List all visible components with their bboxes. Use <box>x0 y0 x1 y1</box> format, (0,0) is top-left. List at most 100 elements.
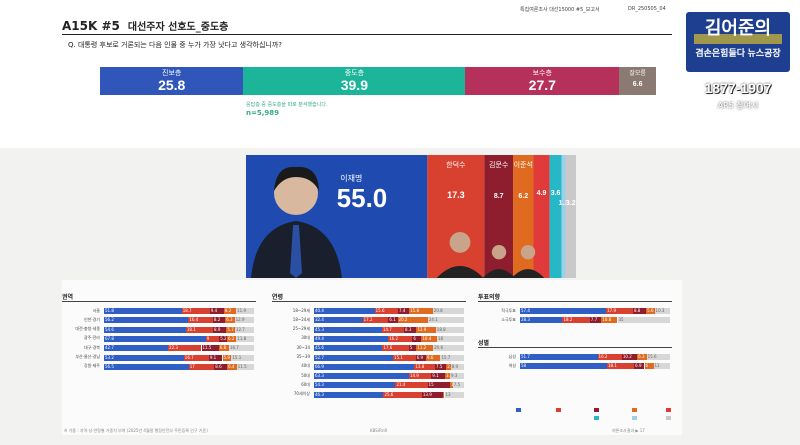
crosstab-segment: 18.1 <box>185 326 214 333</box>
panel-rule <box>272 301 466 302</box>
row-label: 부산·울산·경남 <box>75 354 100 359</box>
crosstab-segment: 12.9 <box>416 326 436 333</box>
crosstab-segment: 45.6 <box>314 345 383 352</box>
ideology-segment: 보수층 27.7 <box>465 67 620 95</box>
crosstab-segment: 6.1 <box>388 317 398 324</box>
slide-title: A15K #5 대선주자 선호도_중도층 <box>62 19 229 33</box>
crosstab-segment: 2.9 <box>446 363 451 370</box>
crosstab-segment: 16.4 <box>188 317 213 324</box>
candidate-value: 1.2 <box>559 200 569 207</box>
legend-swatch <box>666 416 671 420</box>
crosstab-segment: 18.7 <box>181 308 210 314</box>
footer-note: ※ 가중 : 지역·성·연령별 가중치 부여 (2025년 4월말 행정안전부 … <box>64 428 208 433</box>
crosstab-segment: 67.8 <box>104 335 206 342</box>
crosstab-segment: 11.2 <box>416 345 434 352</box>
crosstab-segment: 45.3 <box>314 326 382 333</box>
broadcast-logo: 김어준의 겸손은힘들다 뉴스공장 <box>686 12 790 72</box>
ideology-segment-label: 잘모름 <box>629 71 646 77</box>
crosstab-segment: 56.5 <box>104 363 189 370</box>
row-label: 소극투표 <box>501 316 516 322</box>
crosstab-segment: 9.4 <box>209 308 224 314</box>
candidate-value: 3.6 <box>551 190 561 197</box>
legend-swatch <box>666 408 671 412</box>
crosstab-segment: 11.9 <box>236 308 254 314</box>
crosstab-segment: 17.9 <box>606 308 633 314</box>
question-text: Q. 대통령 후보로 거론되는 다음 인물 중 누가 가장 낫다고 생각하십니까… <box>68 41 283 49</box>
candidate-value: 6.2 <box>518 193 528 200</box>
crosstab-segment: 9 <box>205 335 220 342</box>
crosstab-segment: 16.2 <box>388 335 413 342</box>
crosstab-segment: 8.2 <box>223 308 237 314</box>
legend-swatch <box>594 408 599 412</box>
crosstab-segment: 56.2 <box>104 317 189 324</box>
sample-size: n=5,989 <box>246 109 279 117</box>
crosstab-segment: 25.6 <box>383 391 422 398</box>
crosstab-segment: 3.4 <box>444 373 451 380</box>
row-label: 30대 <box>301 335 310 341</box>
logo-line1: 김어준의 <box>704 18 772 38</box>
ars-label: ARS 참여시 <box>717 101 759 110</box>
row-label: 강원·제주 <box>84 363 100 369</box>
candidate-column <box>484 155 514 278</box>
crosstab-segment: 54.3 <box>314 382 396 389</box>
candidate-column <box>533 155 550 278</box>
legend-swatch <box>632 416 637 420</box>
crosstab-segment: 11.5 <box>236 363 254 370</box>
crosstab-segment: 5.6 <box>646 308 655 314</box>
legend-swatch <box>516 408 521 412</box>
row-label: 25~29세 <box>292 326 310 332</box>
crosstab-segment: 5.2 <box>219 335 227 342</box>
crosstab-segment: 17.2 <box>362 317 389 324</box>
header-rule <box>62 34 672 35</box>
candidate-value: 55.0 <box>337 183 388 213</box>
row-label: 70세이상 <box>293 391 310 397</box>
row-label: 60대 <box>301 381 310 387</box>
crosstab-segment: 51.7 <box>520 354 598 360</box>
crosstab-segment: 15.6 <box>374 308 398 314</box>
ideology-segment-label: 중도층 <box>344 70 365 77</box>
phone-number: 1877-1907 <box>704 80 772 96</box>
crosstab-segment: 15.6 <box>646 354 670 360</box>
crosstab-segment: 15 <box>427 382 451 389</box>
crosstab-segment: 28.3 <box>520 317 563 324</box>
crosstab-segment: 18 <box>437 335 464 342</box>
meta-right: DR_250505_04 <box>628 6 666 12</box>
crosstab-segment: 15.8 <box>409 308 433 314</box>
crosstab-segment: 7.4 <box>398 308 410 314</box>
crosstab-segment: 10.3 <box>654 308 670 314</box>
candidate-column <box>513 155 534 278</box>
footer-source: KBS/RnR <box>370 428 388 433</box>
crosstab-segment: 5.7 <box>226 326 235 333</box>
ideology-segment-value: 39.9 <box>340 77 368 93</box>
crosstab-segment: 9.1 <box>431 373 445 380</box>
panel-title: 권역 <box>62 294 74 301</box>
crosstab-segment: 10.4 <box>421 335 437 342</box>
crosstab-segment: 9.6 <box>426 354 441 361</box>
row-label: 18~24세 <box>292 316 310 322</box>
crosstab-segment: 10.8 <box>601 317 618 324</box>
crosstab-segment: 15.1 <box>393 354 416 361</box>
crosstab-segment: 15.7 <box>440 354 464 361</box>
crosstab-segment: 35 <box>617 317 670 324</box>
row-label: 인천·경기 <box>84 316 100 322</box>
crosstab-segment: 15.1 <box>231 354 254 361</box>
candidate-name: 한덕수 <box>446 160 466 169</box>
crosstab-segment: 63.3 <box>314 373 409 380</box>
ideology-segment-label: 보수층 <box>532 70 552 77</box>
meta-left: 특집여론조사 대선15000 #5_보고서 <box>520 7 600 13</box>
crosstab-segment: 52.7 <box>314 354 394 361</box>
crosstab-segment: 5 <box>408 345 417 352</box>
ideology-segment-value: 6.6 <box>632 81 643 88</box>
crosstab-segment: 32.4 <box>314 317 363 324</box>
row-label: 여성 <box>508 362 516 368</box>
crosstab-segment: 8.2 <box>212 317 226 324</box>
row-label: 적극투표 <box>501 307 516 313</box>
crosstab-segment: 20.2 <box>397 317 428 324</box>
portrait-lee <box>251 166 342 278</box>
crosstab-segment: 42.7 <box>104 345 169 352</box>
crosstab-segment: 8.8 <box>632 308 647 314</box>
ideology-segment-value: 25.8 <box>158 77 186 93</box>
crosstab-segment: 14.9 <box>408 373 432 380</box>
crosstab-segment: 8.6 <box>214 363 228 370</box>
crosstab-segment: 9.1 <box>208 354 223 361</box>
